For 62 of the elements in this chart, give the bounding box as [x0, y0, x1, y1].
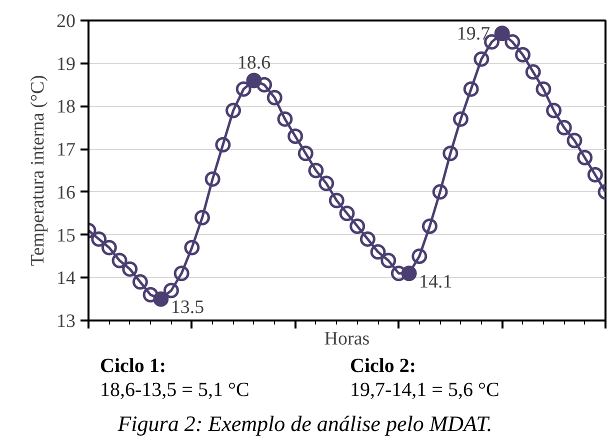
y-tick-label: 18	[56, 96, 76, 118]
annotation: 18.6	[237, 52, 271, 74]
point	[318, 176, 334, 192]
point	[339, 206, 355, 222]
point	[91, 231, 107, 247]
point	[474, 51, 490, 67]
point	[587, 167, 603, 183]
text: Figura 2: Exemplo de análise pelo MDAT.	[116, 410, 494, 438]
y-tick-label: 19	[56, 54, 76, 75]
text: 19,7-14,1 = 5,6 °C	[350, 378, 500, 403]
point	[174, 266, 190, 282]
text: Ciclo 2:	[350, 354, 416, 379]
point	[380, 252, 396, 268]
point	[504, 34, 520, 50]
point	[546, 102, 562, 118]
point	[163, 282, 179, 298]
point	[422, 218, 438, 234]
point	[525, 64, 541, 80]
point	[432, 184, 448, 200]
y-axis-title: Temperatura interna (°C)	[28, 75, 48, 266]
point	[184, 240, 200, 256]
point	[204, 171, 220, 187]
text: 18,6-13,5 = 5,1 °C	[100, 378, 250, 403]
point	[298, 146, 314, 162]
point	[577, 150, 593, 166]
point	[412, 248, 428, 264]
point	[536, 81, 552, 97]
point	[215, 137, 231, 153]
point	[122, 261, 138, 277]
y-tick-label: 13	[56, 311, 76, 332]
point	[101, 240, 117, 256]
annotation: 14.1	[419, 271, 452, 292]
point	[308, 162, 324, 178]
annotation: 13.5	[170, 297, 204, 318]
y-tick-label: 17	[56, 140, 76, 161]
point	[132, 274, 148, 290]
y-tick-label: 14	[56, 268, 76, 290]
point	[226, 102, 242, 118]
point	[194, 210, 210, 226]
point	[266, 90, 282, 106]
point	[256, 77, 272, 93]
y-tick-label: 15	[56, 225, 76, 246]
point	[360, 231, 376, 247]
point	[142, 287, 158, 303]
point	[566, 132, 582, 148]
point	[236, 81, 252, 97]
text: Ciclo 1:	[100, 354, 166, 379]
annotation: 19.7	[456, 23, 490, 44]
point	[288, 128, 304, 144]
point	[370, 244, 386, 260]
x-axis-title: Horas	[324, 328, 370, 350]
point	[350, 218, 366, 234]
point	[463, 81, 479, 97]
y-tick-label: 20	[56, 11, 76, 32]
y-tick-label: 16	[56, 182, 76, 204]
point	[442, 146, 458, 162]
point	[452, 111, 468, 127]
point	[515, 47, 531, 63]
point	[556, 120, 572, 136]
point	[328, 192, 344, 208]
point	[277, 111, 293, 127]
point	[112, 252, 128, 268]
